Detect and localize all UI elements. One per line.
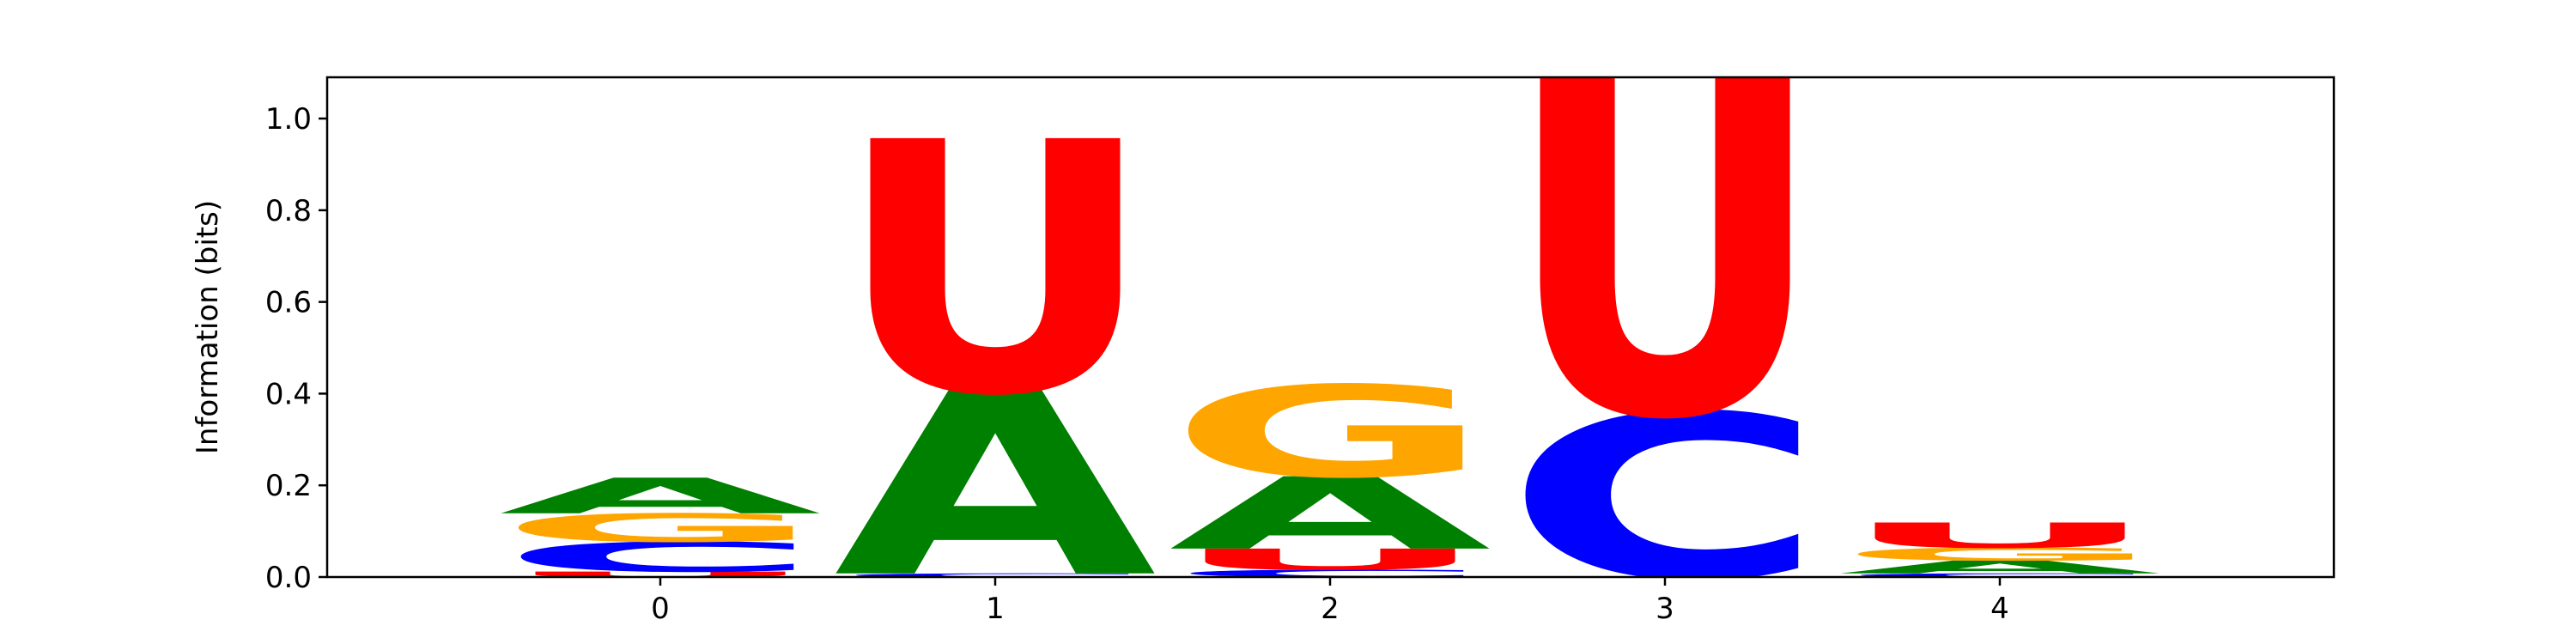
x-tick-label: 3: [1656, 592, 1674, 626]
logo-letter-U-pos-0: U: [499, 570, 822, 579]
y-tick-label: 0.4: [265, 377, 312, 411]
logo-letter-C-pos-0: C: [499, 533, 822, 580]
y-tick-label: 1.0: [265, 102, 312, 137]
x-axis: 0 1 2 3 4: [651, 577, 2009, 626]
y-tick-label: 0.8: [265, 194, 312, 228]
logo-letter-A-pos-0: A: [499, 468, 824, 525]
y-tick-label: 0.6: [265, 286, 312, 320]
logo-letter-A-pos-1: A: [834, 340, 1159, 633]
x-tick-label: 0: [651, 592, 670, 626]
logo-letter-U-pos-1: U: [834, 70, 1157, 471]
y-tick-label: 0.0: [265, 561, 312, 595]
logo-letter-G-pos-4: G: [1838, 544, 2161, 565]
y-axis-label: Information (bits): [191, 200, 225, 454]
logo-letter-A-pos-2: A: [1169, 457, 1494, 573]
x-tick-label: 2: [1321, 592, 1340, 626]
logo-letter-C-pos-3: C: [1504, 368, 1826, 630]
y-tick-label: 0.2: [265, 469, 312, 503]
logo-letter-U-pos-4: U: [1838, 515, 2161, 556]
y-axis: 0.0 0.2 0.4 0.6 0.8 1.0: [265, 102, 327, 595]
logo-letter-C-pos-4: C: [1838, 573, 2161, 579]
logo-letter-U-pos-2: U: [1169, 543, 1492, 576]
logo-letter-C-pos-2: C: [1169, 568, 1492, 580]
logo-letter-A-pos-4: A: [1838, 557, 2164, 578]
x-tick-label: 4: [1990, 592, 2009, 626]
logo-letter-U-pos-3: U: [1504, 0, 1826, 520]
logo-letter-G-pos-0: G: [499, 506, 822, 551]
x-tick-label: 1: [986, 592, 1005, 626]
logo-letter-C-pos-1: C: [834, 573, 1157, 579]
logo-letter-G-pos-2: G: [1169, 360, 1492, 506]
